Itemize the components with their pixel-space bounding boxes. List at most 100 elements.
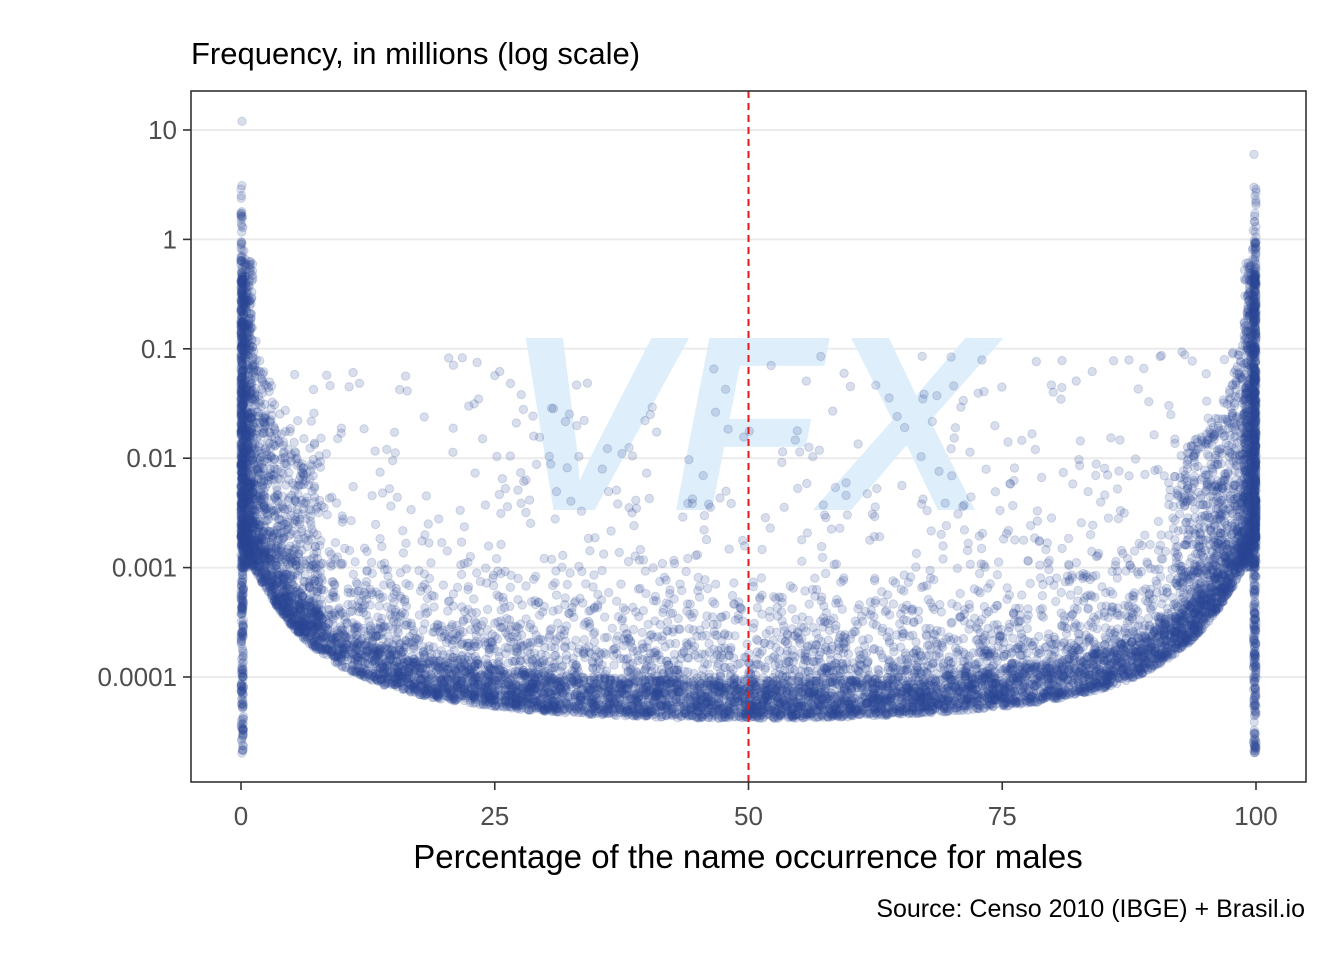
data-point <box>332 552 343 562</box>
data-point <box>938 554 948 564</box>
data-point <box>611 485 622 495</box>
data-point <box>1082 637 1092 647</box>
data-point <box>1031 688 1042 698</box>
data-point <box>1091 470 1101 481</box>
data-point <box>1115 435 1125 445</box>
data-point <box>354 378 365 388</box>
data-point <box>375 534 385 544</box>
data-point <box>705 696 716 706</box>
data-point <box>1241 551 1251 561</box>
data-point <box>1120 600 1130 610</box>
data-point <box>626 636 636 646</box>
data-point <box>417 582 428 592</box>
data-point <box>812 584 822 595</box>
data-point <box>434 514 444 524</box>
data-point <box>501 642 511 653</box>
data-point <box>1043 649 1054 659</box>
data-point <box>1030 666 1041 677</box>
data-point <box>972 696 982 707</box>
data-point <box>820 568 831 579</box>
data-point <box>1083 620 1094 631</box>
data-point <box>675 579 685 589</box>
data-point <box>590 700 600 711</box>
data-point <box>1037 591 1048 601</box>
data-point <box>681 566 691 577</box>
data-point <box>969 584 980 594</box>
data-point <box>250 505 261 516</box>
data-point <box>429 602 439 612</box>
data-point <box>336 560 346 570</box>
data-point <box>589 637 600 647</box>
data-point <box>1177 347 1187 357</box>
data-point <box>965 619 975 629</box>
data-point <box>701 619 711 630</box>
data-point <box>989 695 1000 705</box>
data-point <box>257 576 267 586</box>
data-point <box>984 697 995 707</box>
data-point <box>1130 454 1141 464</box>
data-point <box>415 586 426 596</box>
data-point <box>272 597 282 608</box>
data-point <box>641 468 652 478</box>
data-point <box>624 634 634 644</box>
data-point <box>365 621 376 631</box>
data-point <box>471 607 482 618</box>
data-point <box>664 660 674 670</box>
data-point <box>417 659 428 669</box>
data-point <box>609 660 619 670</box>
data-point <box>934 648 944 658</box>
data-point <box>356 666 366 677</box>
data-point <box>544 451 554 461</box>
data-point <box>993 641 1003 651</box>
data-point <box>1108 356 1119 366</box>
data-point <box>351 620 362 630</box>
data-point <box>911 562 921 572</box>
data-point <box>564 608 574 619</box>
data-point <box>1085 574 1095 585</box>
data-point <box>366 624 376 634</box>
data-point <box>1156 530 1166 540</box>
data-point <box>694 683 705 693</box>
data-point <box>950 703 960 713</box>
data-point <box>820 690 830 701</box>
data-point <box>797 556 807 566</box>
data-point <box>877 626 887 637</box>
data-point <box>607 623 617 633</box>
data-point <box>558 550 568 560</box>
data-point <box>787 664 797 674</box>
data-point <box>324 547 334 557</box>
data-point <box>1110 560 1121 570</box>
data-point <box>1153 464 1163 475</box>
data-point <box>458 638 468 648</box>
data-point <box>512 632 522 642</box>
data-point <box>1247 514 1257 524</box>
data-point <box>1151 653 1161 664</box>
data-point <box>252 493 262 504</box>
data-point <box>657 635 667 645</box>
data-point <box>921 679 931 690</box>
data-point <box>328 590 338 601</box>
data-point <box>878 597 889 607</box>
data-point <box>1153 516 1164 527</box>
data-point <box>803 642 813 652</box>
data-point <box>724 544 734 554</box>
data-point <box>1062 644 1072 655</box>
data-point <box>385 578 396 589</box>
data-point <box>941 634 951 644</box>
data-point <box>884 635 895 646</box>
data-point <box>590 533 600 543</box>
data-point <box>757 646 767 656</box>
data-point <box>678 512 688 522</box>
data-point <box>375 467 385 477</box>
data-point <box>757 590 767 600</box>
data-point <box>639 666 650 676</box>
data-point <box>340 543 350 554</box>
data-point <box>1124 628 1134 638</box>
data-point <box>853 666 864 677</box>
data-point <box>548 606 558 616</box>
data-point <box>1043 558 1053 568</box>
data-point <box>825 615 835 626</box>
data-point <box>992 570 1003 580</box>
data-point <box>628 646 638 656</box>
data-point <box>1032 506 1043 516</box>
